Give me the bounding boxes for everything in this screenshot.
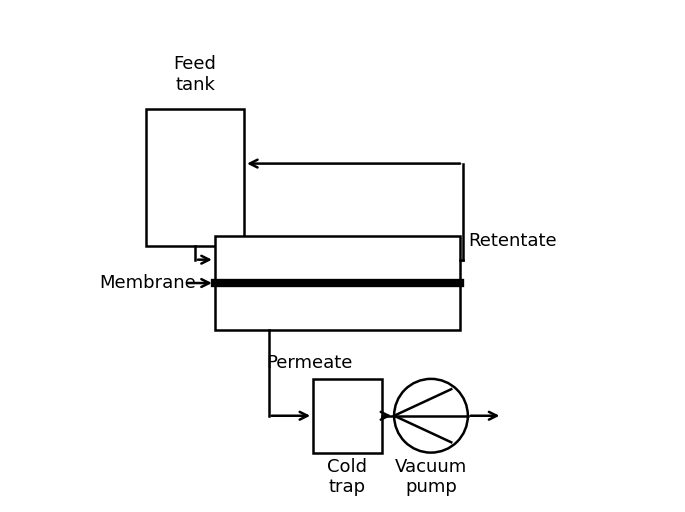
Bar xyxy=(146,109,244,246)
Bar xyxy=(214,237,460,330)
Text: Retentate: Retentate xyxy=(468,232,556,250)
Text: Membrane: Membrane xyxy=(99,274,196,292)
Text: Vacuum
pump: Vacuum pump xyxy=(395,458,467,496)
Text: Feed
tank: Feed tank xyxy=(173,55,216,94)
Bar xyxy=(313,379,382,453)
Circle shape xyxy=(394,379,468,453)
Text: Cold
trap: Cold trap xyxy=(327,458,367,496)
Text: Permeate: Permeate xyxy=(266,354,353,372)
